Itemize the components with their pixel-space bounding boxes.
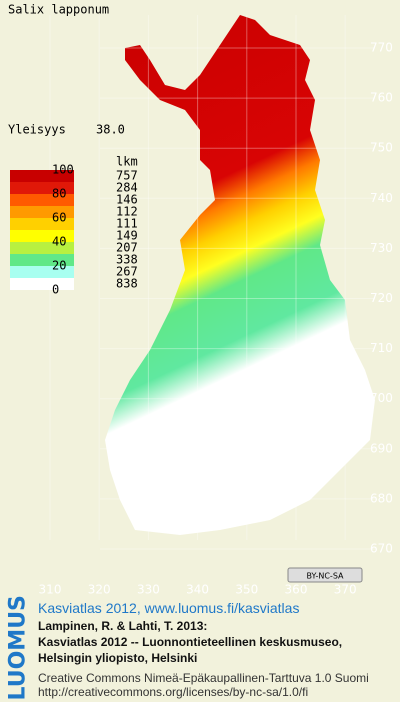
license-badge: BY-NC-SA	[306, 572, 344, 581]
legend-count: 146	[116, 193, 138, 207]
legend-swatch	[10, 230, 74, 242]
logo: LUOMUS	[5, 595, 31, 701]
y-axis-label: 760	[370, 91, 393, 105]
y-axis-label: 670	[370, 542, 393, 556]
y-axis-label: 730	[370, 241, 393, 255]
legend-scale: 20	[52, 259, 66, 273]
map: Salix lapponum Yleisyys 38.0 lkm 7572841…	[8, 3, 393, 597]
citation: Kasviatlas 2012 -- Luonnontieteellinen k…	[38, 635, 343, 649]
x-axis-label: 310	[39, 583, 62, 597]
license: Creative Commons Nimeä-Epäkaupallinen-Ta…	[38, 671, 369, 685]
y-axis-label: 710	[370, 341, 393, 355]
license-badge-box	[287, 567, 363, 583]
distribution	[105, 15, 375, 535]
legend-count: 838	[116, 277, 138, 291]
x-axis-label: 340	[186, 583, 209, 597]
x-axis-label: 360	[285, 583, 308, 597]
legend-swatch	[10, 278, 74, 290]
frequency-label: Yleisyys	[8, 123, 66, 137]
y-axis-label: 690	[370, 441, 393, 455]
y-axis-label: 750	[370, 141, 393, 155]
legend-count: 111	[116, 217, 138, 231]
legend-scale: 100	[52, 163, 74, 177]
y-axis-label: 700	[370, 391, 393, 405]
legend-swatch	[10, 170, 74, 182]
legend-swatch	[10, 218, 74, 230]
legend-swatch	[10, 266, 74, 278]
y-axis-label: 720	[370, 291, 393, 305]
y-axis-label: 740	[370, 191, 393, 205]
y-axis-label: 770	[370, 41, 393, 55]
legend-swatch	[10, 254, 74, 266]
x-axis-label: 330	[137, 583, 160, 597]
species-title: Salix lapponum	[8, 3, 109, 17]
citation: Lampinen, R. & Lahti, T. 2013:	[38, 619, 208, 633]
legend-count: 267	[116, 265, 138, 279]
legend-count: 207	[116, 241, 138, 255]
legend-swatch	[10, 182, 74, 194]
frequency-value: 38.0	[96, 123, 125, 137]
logo-box: LUOMUS	[2, 595, 32, 701]
legend-swatch	[10, 242, 74, 254]
count-header: lkm	[116, 155, 138, 169]
legend-count: 149	[116, 229, 138, 243]
legend-swatch	[10, 194, 74, 206]
legend-scale: 0	[52, 283, 59, 297]
y-axis-label: 680	[370, 491, 393, 505]
legend-count: 112	[116, 205, 138, 219]
link[interactable]: Kasviatlas 2012, www.luomus.fi/kasviatla…	[38, 600, 300, 616]
x-axis-label: 320	[88, 583, 111, 597]
legend-swatch	[10, 206, 74, 218]
x-axis-label: 350	[235, 583, 258, 597]
legend-scale: 40	[52, 235, 66, 249]
legend-count: 338	[116, 253, 138, 267]
license-url[interactable]: http://creativecommons.org/licenses/by-n…	[38, 685, 309, 699]
citation: Helsingin yliopisto, Helsinki	[38, 651, 198, 665]
legend-scale: 60	[52, 211, 66, 225]
legend-scale: 80	[52, 187, 66, 201]
legend-count: 284	[116, 181, 138, 195]
legend-count: 757	[116, 169, 138, 183]
x-axis-label: 370	[334, 583, 357, 597]
